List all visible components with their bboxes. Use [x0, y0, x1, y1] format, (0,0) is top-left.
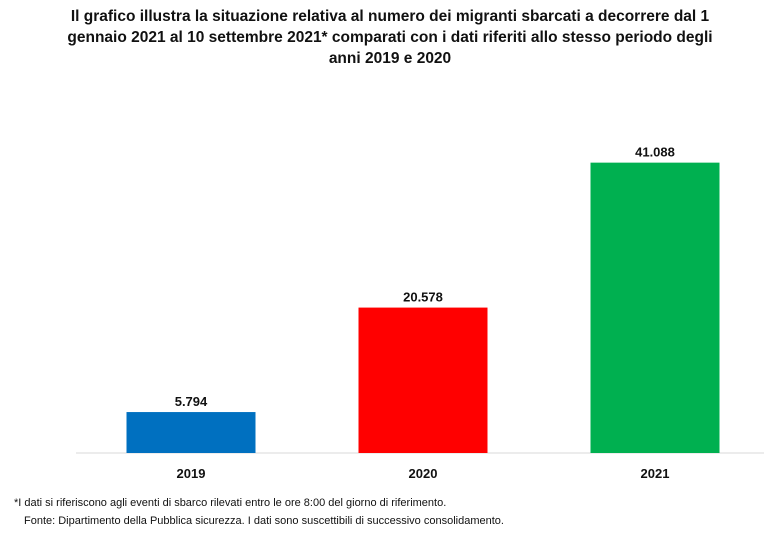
bar-2019 — [126, 412, 256, 453]
x-tick-2019: 2019 — [177, 466, 206, 481]
data-label-2021: 41.088 — [635, 145, 675, 160]
data-label-2019: 5.794 — [175, 394, 208, 409]
source-note: Fonte: Dipartimento della Pubblica sicur… — [24, 515, 504, 527]
bar-2021 — [590, 162, 720, 453]
footnote: *I dati si riferiscono agli eventi di sb… — [14, 497, 447, 509]
bar-2020 — [358, 307, 488, 453]
data-label-2020: 20.578 — [403, 290, 443, 305]
x-tick-2020: 2020 — [409, 466, 438, 481]
bar-chart: 5.794 2019 20.578 2020 41.088 2021 — [76, 145, 764, 481]
chart-title: Il grafico illustra la situazione relati… — [67, 8, 713, 67]
x-tick-2021: 2021 — [641, 466, 670, 481]
